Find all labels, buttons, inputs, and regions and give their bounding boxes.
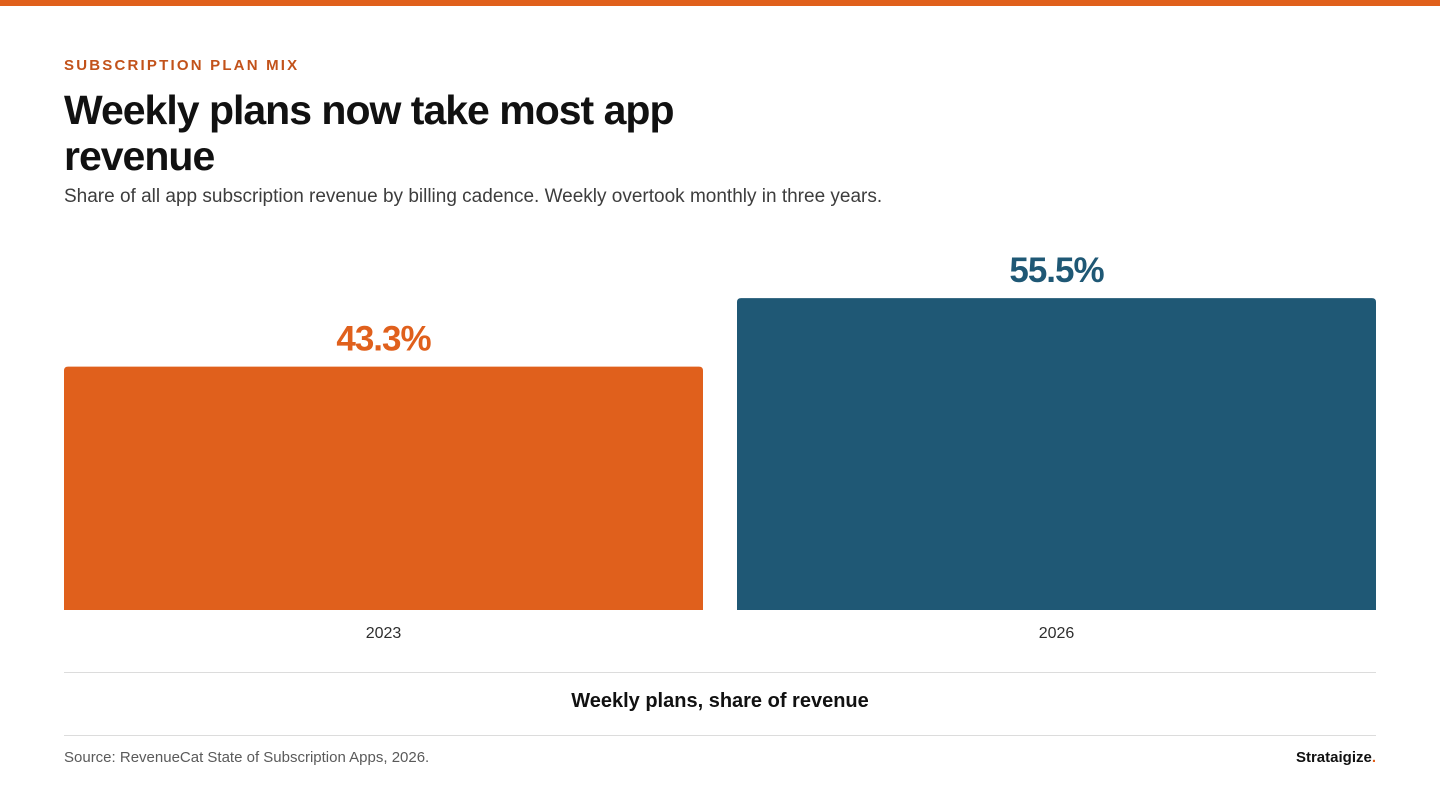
chart-title: Weekly plans now take most app revenue	[64, 87, 674, 179]
axis-divider-top	[64, 672, 1376, 673]
x-tick-label-2026: 2026	[1039, 625, 1075, 642]
bar-2023	[64, 366, 703, 610]
data-label-2023: 43.3%	[336, 320, 431, 359]
top-accent-bar	[0, 0, 1440, 6]
x-axis-label: Weekly plans, share of revenue	[571, 690, 869, 712]
axis-divider-bottom	[64, 735, 1376, 736]
x-tick-label-2023: 2023	[366, 625, 402, 642]
source-note: Source: RevenueCat State of Subscription…	[64, 749, 430, 766]
brand-name: Strataigize	[1295, 749, 1372, 766]
chart-subtitle: Share of all app subscription revenue by…	[64, 186, 883, 207]
brand-logo: Strataigize.	[1296, 749, 1376, 766]
brand-dot: .	[1371, 749, 1376, 766]
bar-2026	[737, 298, 1376, 610]
data-label-2026: 55.5%	[1009, 251, 1104, 290]
eyebrow-label: SUBSCRIPTION PLAN MIX	[64, 57, 300, 74]
